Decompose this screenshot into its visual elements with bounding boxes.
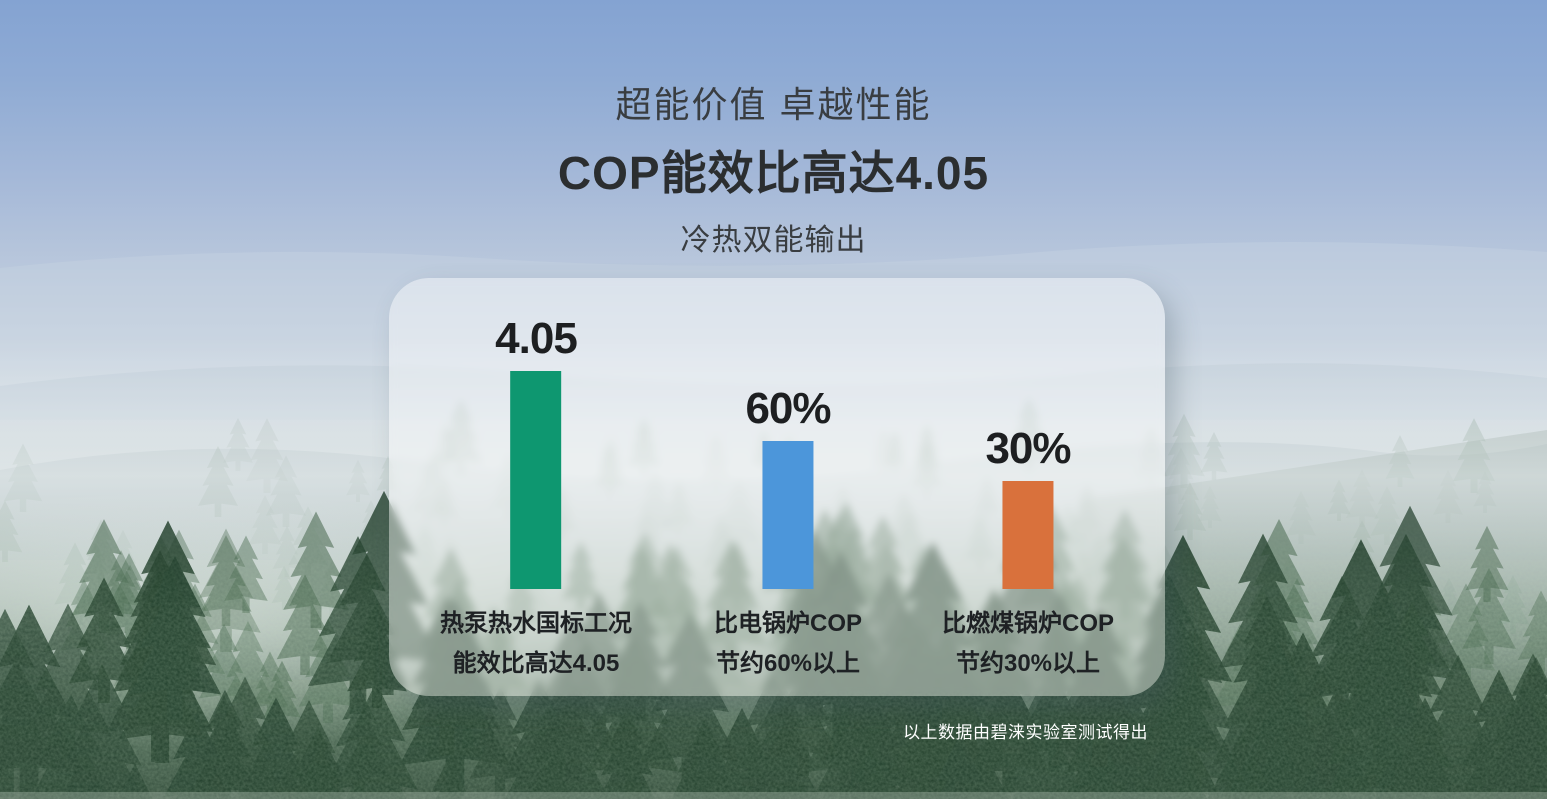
bar-caption-line2: 节约30%以上 — [955, 650, 1101, 677]
bar-value-label: 30% — [985, 424, 1071, 473]
header-subtitle: 超能价值 卓越性能 — [615, 84, 932, 125]
bar-caption-line1: 比燃煤锅炉COP — [941, 610, 1114, 637]
bar-group-heat-pump: 4.05 热泵热水国标工况 能效比高达4.05 — [406, 278, 666, 696]
chart-card: 4.05 热泵热水国标工况 能效比高达4.05 60% 比电锅炉COP 节约60… — [389, 278, 1165, 696]
header: 超能价值 卓越性能 COP能效比高达4.05 冷热双能输出 — [0, 76, 1547, 259]
bar-electric-boiler — [762, 441, 814, 589]
bottom-edge-strip — [0, 792, 1547, 799]
bar-value-label: 60% — [745, 384, 831, 433]
bar-caption: 比燃煤锅炉COP 节约30%以上 — [898, 604, 1158, 684]
bar-caption-line2: 节约60%以上 — [715, 650, 861, 677]
bar-caption-line1: 比电锅炉COP — [713, 610, 862, 637]
bar-caption-line1: 热泵热水国标工况 — [440, 610, 632, 637]
bar-stack: 60% — [745, 384, 832, 589]
bar-stack: 4.05 — [495, 314, 578, 589]
bar-value-label: 4.05 — [495, 314, 578, 363]
bar-heat-pump — [510, 371, 562, 589]
bar-caption-line2: 能效比高达4.05 — [452, 650, 620, 677]
bar-group-electric-boiler: 60% 比电锅炉COP 节约60%以上 — [658, 278, 918, 696]
bar-group-coal-boiler: 30% 比燃煤锅炉COP 节约30%以上 — [898, 278, 1158, 696]
bar-stack: 30% — [985, 424, 1072, 589]
header-tagline: 冷热双能输出 — [680, 224, 867, 257]
page-title: COP能效比高达4.05 — [557, 147, 990, 199]
bar-caption: 比电锅炉COP 节约60%以上 — [658, 604, 918, 684]
bar-coal-boiler — [1002, 481, 1054, 589]
lab-test-footnote: 以上数据由碧涞实验室测试得出 — [903, 723, 1148, 742]
bar-caption: 热泵热水国标工况 能效比高达4.05 — [406, 604, 666, 684]
